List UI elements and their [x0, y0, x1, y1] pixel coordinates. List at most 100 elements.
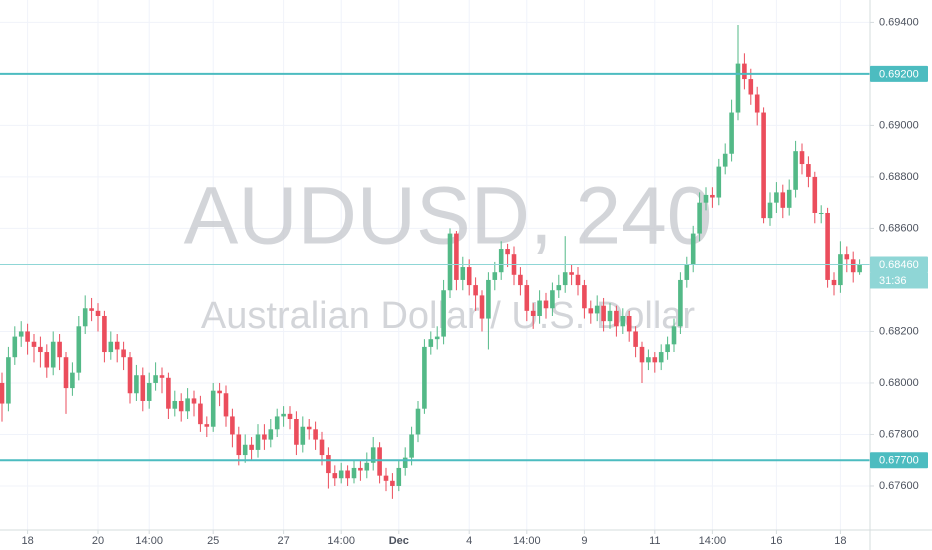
candle-body	[799, 151, 805, 165]
candle-body	[748, 79, 754, 95]
candle-body	[242, 444, 248, 456]
y-tick-label: 0.69400	[879, 16, 919, 28]
candle-body	[761, 112, 766, 219]
candle-body	[396, 467, 402, 486]
candle-body	[204, 424, 210, 427]
x-tick-label: 14:00	[699, 535, 727, 547]
candle-body	[780, 192, 786, 208]
candle-body	[146, 382, 152, 401]
candle-body	[518, 274, 523, 286]
candle-body	[390, 480, 395, 486]
x-tick-label: 20	[92, 535, 104, 547]
candle-body	[287, 413, 293, 420]
candle-body	[294, 419, 299, 445]
y-tick-label: 0.68000	[879, 377, 919, 389]
candle-body	[505, 249, 510, 255]
candle-body	[409, 434, 414, 458]
candle-body	[710, 194, 715, 198]
candle-body	[345, 470, 350, 479]
candle-body	[607, 310, 613, 322]
candle-body	[652, 357, 658, 363]
candle-body	[601, 305, 606, 322]
candles	[0, 24, 870, 499]
candle-body	[850, 259, 856, 273]
candle-body	[550, 290, 555, 309]
candle-body	[466, 267, 472, 286]
candle-body	[479, 295, 485, 319]
candle-body	[108, 341, 114, 353]
candle-body	[793, 151, 798, 190]
candle-body	[806, 164, 811, 177]
candle-body	[447, 233, 453, 291]
candle-body	[31, 341, 37, 347]
x-tick-label: 9	[581, 535, 587, 547]
candle-body	[434, 336, 440, 340]
candle-body	[217, 390, 222, 394]
countdown-box	[870, 272, 928, 289]
candle-body	[498, 249, 504, 273]
candle-body	[697, 202, 702, 234]
candle-body	[210, 390, 216, 427]
candle-body	[153, 375, 158, 383]
candle-body	[428, 339, 434, 347]
price-label-box	[870, 452, 928, 469]
candle-body	[786, 189, 792, 208]
candle-body	[114, 341, 120, 350]
candle-body	[588, 308, 594, 314]
x-tick-label: 14:00	[327, 535, 355, 547]
candle-body	[351, 467, 357, 479]
candle-body	[831, 279, 837, 286]
candle-body	[38, 346, 43, 353]
candle-body	[690, 233, 696, 265]
y-tick-label: 0.69000	[879, 119, 919, 131]
candle-body	[191, 398, 197, 404]
candle-body	[441, 290, 446, 337]
candle-body	[70, 372, 75, 389]
candle-body	[95, 310, 101, 316]
candle-body	[166, 377, 171, 409]
candle-body	[89, 308, 94, 311]
candle-body	[121, 349, 126, 358]
price-label: 0.67700	[879, 455, 919, 467]
candle-body	[742, 63, 747, 80]
candle-body	[716, 166, 722, 198]
candle-body	[249, 444, 254, 450]
candle-body	[230, 416, 235, 435]
candle-body	[338, 470, 344, 479]
candle-body	[838, 254, 843, 286]
candle-body	[857, 264, 862, 273]
candle-body	[454, 233, 459, 280]
axes: 0.67600 0.67800 0.68000 0.68200 0.68600 0.688…	[21, 16, 928, 547]
candle-body	[844, 254, 850, 260]
y-tick-label: 0.67600	[879, 480, 919, 492]
candle-body	[102, 315, 107, 353]
grid	[0, 0, 870, 530]
candle-body	[63, 357, 69, 389]
x-tick-label: 16	[770, 535, 782, 547]
candle-body	[18, 331, 24, 337]
candle-body	[76, 326, 82, 373]
candle-body	[57, 341, 62, 358]
candle-body	[274, 416, 280, 430]
candle-body	[223, 393, 229, 417]
candle-body	[543, 300, 549, 309]
candle-body	[383, 475, 389, 481]
candle-body	[268, 429, 274, 440]
x-tick-label: 4	[466, 535, 472, 547]
candle-body	[332, 473, 338, 479]
y-tick-label: 0.67800	[879, 428, 919, 440]
candle-body	[639, 346, 645, 363]
candle-body	[313, 429, 318, 440]
candle-body	[44, 352, 50, 368]
candle-body	[825, 212, 830, 280]
candle-body	[172, 400, 178, 409]
candle-body	[178, 400, 184, 412]
candle-body	[422, 346, 427, 409]
candle-body	[358, 467, 363, 471]
candle-body	[255, 434, 261, 450]
candle-body	[646, 357, 651, 363]
candle-body	[377, 447, 382, 476]
candle-body	[575, 274, 581, 286]
price-label: 0.68460	[879, 259, 919, 271]
